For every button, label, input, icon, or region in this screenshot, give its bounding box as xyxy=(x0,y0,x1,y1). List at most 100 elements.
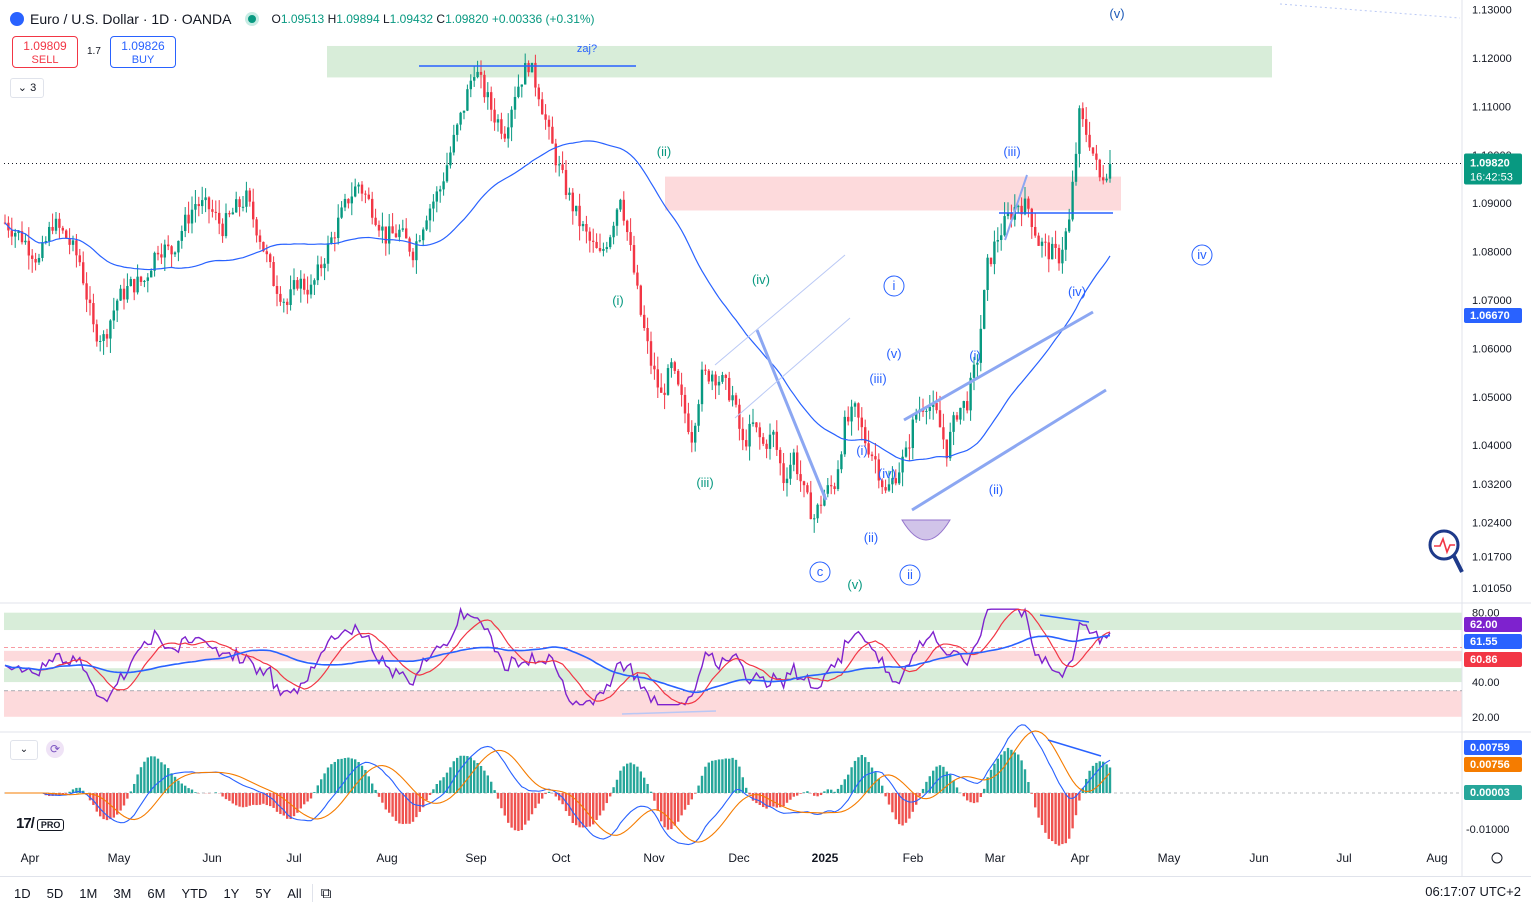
macd-histogram-bar xyxy=(813,793,815,796)
macd-histogram-bar xyxy=(289,793,291,819)
clock[interactable]: 06:17:07 UTC+2 xyxy=(1425,884,1521,899)
macd-histogram-bar xyxy=(1024,769,1026,793)
candle-body xyxy=(1051,244,1053,259)
candle-body xyxy=(429,209,431,221)
candle-body xyxy=(133,279,135,292)
candle-body xyxy=(201,200,203,206)
time-tick-label: Aug xyxy=(1426,851,1447,865)
macd-histogram-bar xyxy=(490,782,492,793)
candle-body xyxy=(1105,179,1107,181)
candle-body xyxy=(276,286,278,294)
macd-histogram-bar xyxy=(1034,793,1036,807)
candle-body xyxy=(731,395,733,400)
time-tick-label: Mar xyxy=(985,851,1006,865)
supply-zone xyxy=(665,177,1121,211)
candle-body xyxy=(623,200,625,221)
refresh-icon[interactable]: ⟳ xyxy=(46,740,64,758)
candle-body xyxy=(24,241,26,242)
macd-histogram-bar xyxy=(534,793,536,808)
candle-body xyxy=(1078,108,1080,154)
macd-histogram-bar xyxy=(667,793,669,830)
period-1m[interactable]: 1M xyxy=(77,884,99,903)
candle-body xyxy=(351,197,353,204)
magnifier-handle-icon xyxy=(1454,556,1462,572)
candle-body xyxy=(1027,199,1029,209)
macd-histogram-bar xyxy=(837,789,839,793)
macd-histogram-bar xyxy=(402,793,404,824)
price-tick-label: 1.09000 xyxy=(1472,198,1512,210)
price-tick-label: 1.06000 xyxy=(1472,343,1512,355)
macd-histogram-bar xyxy=(653,793,655,801)
candle-body xyxy=(459,113,461,125)
candle-body xyxy=(864,427,866,443)
period-ytd[interactable]: YTD xyxy=(179,884,209,903)
sell-price: 1.09809 xyxy=(13,39,77,53)
symbol-header[interactable]: Euro / U.S. Dollar · 1D · OANDA O1.09513… xyxy=(10,8,595,30)
candle-body xyxy=(674,362,676,371)
candle-body xyxy=(337,218,339,238)
sell-button[interactable]: 1.09809 SELL xyxy=(12,36,78,68)
pane-collapse-button[interactable]: ⌄ xyxy=(10,740,38,760)
candle-body xyxy=(589,232,591,241)
period-3m[interactable]: 3M xyxy=(111,884,133,903)
sell-label: SELL xyxy=(13,53,77,67)
macd-histogram-bar xyxy=(361,766,363,793)
macd-histogram-bar xyxy=(150,756,152,793)
macd-histogram-bar xyxy=(306,793,308,802)
buy-button[interactable]: 1.09826 BUY xyxy=(110,36,176,68)
period-1y[interactable]: 1Y xyxy=(221,884,241,903)
candle-body xyxy=(544,114,546,119)
symbol-title[interactable]: Euro / U.S. Dollar · 1D · OANDA xyxy=(30,11,232,27)
period-5y[interactable]: 5Y xyxy=(253,884,273,903)
candle-body xyxy=(609,237,611,247)
macd-histogram-bar xyxy=(507,793,509,823)
candle-body xyxy=(34,259,36,263)
macd-histogram-bar xyxy=(303,793,305,804)
period-1d[interactable]: 1D xyxy=(12,884,33,903)
candle-body xyxy=(368,195,370,199)
macd-histogram-bar xyxy=(473,760,475,793)
macd-histogram-bar xyxy=(793,793,795,797)
candle-body xyxy=(327,243,329,263)
spread-value: 1.7 xyxy=(87,46,101,57)
macd-histogram-bar xyxy=(123,793,125,806)
macd-histogram-bar xyxy=(1020,760,1022,793)
macd-histogram-bar xyxy=(806,791,808,793)
macd-histogram-bar xyxy=(731,758,733,793)
macd-histogram-bar xyxy=(391,793,393,817)
macd-histogram-bar xyxy=(544,793,546,794)
macd-histogram-bar xyxy=(847,775,849,793)
date-range-icon[interactable]: ⧉ xyxy=(321,885,332,902)
candle-body xyxy=(218,213,220,224)
macd-histogram-bar xyxy=(327,768,329,793)
macd-histogram-bar xyxy=(225,793,227,799)
macd-histogram-bar xyxy=(147,757,149,793)
candle-body xyxy=(888,484,890,490)
candle-body xyxy=(657,369,659,387)
trendline xyxy=(904,312,1093,420)
candle-body xyxy=(102,334,104,341)
candle-body xyxy=(296,280,298,289)
candle-body xyxy=(680,385,682,395)
candle-body xyxy=(1065,231,1067,249)
macd-histogram-bar xyxy=(242,793,244,807)
period-all[interactable]: All xyxy=(285,884,303,903)
rsi-oversold-zone xyxy=(4,691,1462,717)
indicators-collapse-button[interactable]: ⌄ 3 xyxy=(10,78,44,98)
candle-body xyxy=(789,465,791,479)
macd-histogram-bar xyxy=(1027,782,1029,793)
candle-body xyxy=(153,253,155,271)
macd-histogram-bar xyxy=(602,793,604,811)
macd-histogram-bar xyxy=(310,793,312,798)
candle-body xyxy=(874,456,876,459)
candle-body xyxy=(177,241,179,253)
period-5d[interactable]: 5D xyxy=(45,884,66,903)
macd-histogram-bar xyxy=(748,793,750,795)
period-6m[interactable]: 6M xyxy=(145,884,167,903)
macd-histogram-bar xyxy=(65,793,67,794)
candle-body xyxy=(181,231,183,241)
candle-body xyxy=(871,454,873,456)
rsi-tick-label: 40.00 xyxy=(1472,677,1500,689)
macd-histogram-bar xyxy=(374,790,376,793)
